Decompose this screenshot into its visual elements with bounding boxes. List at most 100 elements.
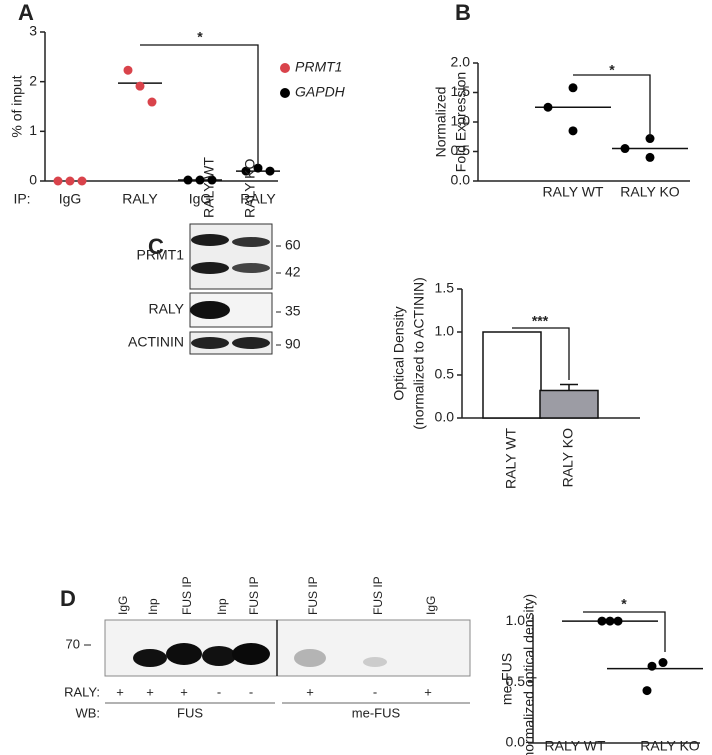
significance-bracket: [512, 327, 570, 380]
legend-label: PRMT1: [295, 59, 342, 75]
band: [191, 234, 229, 246]
data-point: [658, 658, 668, 668]
data-point: [207, 175, 217, 185]
data-point: [645, 134, 655, 144]
y-axis-label: Fold Expression: [453, 72, 469, 172]
y-tick-label: 0.5: [506, 673, 526, 689]
lane-label: Inp: [215, 598, 229, 615]
mw-marker: 90: [285, 336, 301, 352]
legend-marker: [280, 63, 290, 73]
data-point: [568, 126, 578, 136]
bar: [482, 331, 542, 419]
row-label: PRMT1: [137, 247, 185, 263]
y-axis-label: % of input: [9, 75, 25, 137]
data-point: [183, 175, 193, 185]
lane-label: FUS IP: [306, 576, 320, 615]
data-point: [195, 175, 205, 185]
raly-sign: -: [249, 684, 253, 699]
data-point: [135, 81, 145, 91]
x-prefix: IP:: [13, 191, 30, 207]
blot-frame: [104, 619, 471, 677]
x-tick-label: RALY: [122, 191, 158, 207]
mw-marker: 60: [285, 237, 301, 253]
legend-marker: [280, 88, 290, 98]
data-point: [647, 661, 657, 671]
data-point: [620, 144, 630, 154]
row-label: ACTININ: [128, 334, 184, 350]
band: [232, 337, 270, 349]
wb-antibody: FUS: [177, 705, 203, 720]
y-axis-label: (normalized optical density): [521, 594, 537, 755]
panel-label: C: [148, 234, 164, 259]
band: [190, 301, 230, 319]
x-tick-label: RALY WT: [503, 428, 519, 489]
panel-label: D: [60, 586, 76, 611]
y-tick-label: 1.0: [435, 323, 455, 339]
panel-label: A: [18, 0, 34, 25]
lane-label: IgG: [424, 596, 438, 615]
data-point: [241, 166, 251, 176]
data-point: [253, 163, 263, 173]
band: [232, 237, 270, 247]
raly-sign: -: [217, 684, 221, 699]
y-tick-label: 1.5: [435, 280, 455, 296]
y-axis-label: me-FUS: [499, 653, 515, 705]
lane-label: IgG: [116, 596, 130, 615]
y-tick-label: 1.5: [451, 83, 471, 99]
significance-label: *: [197, 29, 203, 45]
band: [166, 643, 202, 665]
significance-label: ***: [532, 313, 549, 329]
data-point: [605, 616, 615, 626]
y-tick-label: 2.0: [451, 54, 471, 70]
y-tick-label: 0: [29, 172, 37, 188]
band: [191, 262, 229, 274]
data-point: [613, 616, 623, 626]
data-point: [77, 176, 87, 186]
y-tick-label: 0.5: [435, 366, 455, 382]
band: [202, 646, 236, 666]
y-tick-label: 0.5: [451, 142, 471, 158]
significance-bracket: [573, 74, 651, 138]
lane-label: Inp: [146, 598, 160, 615]
band: [191, 337, 229, 349]
row-label: RALY: [148, 301, 184, 317]
mw-marker: 42: [285, 264, 301, 280]
y-axis-label: (normalized to ACTININ): [411, 277, 427, 429]
band: [133, 649, 167, 667]
x-tick-label: RALY WT: [543, 184, 604, 200]
mw-marker: 70: [66, 636, 80, 651]
y-tick-label: 1.0: [506, 612, 526, 628]
raly-label: RALY:: [64, 684, 100, 699]
data-point: [568, 83, 578, 93]
lane-label: FUS IP: [247, 576, 261, 615]
x-tick-label: RALY KO: [640, 738, 700, 754]
wb-label: WB:: [75, 705, 100, 720]
significance-bracket: [140, 44, 259, 165]
data-point: [597, 616, 607, 626]
data-point: [642, 686, 652, 696]
y-tick-label: 3: [29, 23, 37, 39]
blot-frame: [189, 223, 273, 290]
significance-label: *: [621, 596, 627, 612]
y-axis-label: Optical Density: [391, 306, 407, 400]
raly-sign: +: [424, 684, 432, 699]
band: [232, 263, 270, 273]
y-tick-label: 1: [29, 122, 37, 138]
bar: [539, 389, 599, 419]
data-point: [147, 97, 157, 107]
raly-sign: +: [116, 684, 124, 699]
raly-sign: +: [180, 684, 188, 699]
band: [294, 649, 326, 667]
legend-label: GAPDH: [295, 84, 346, 100]
x-tick-label: IgG: [189, 191, 212, 207]
blot-c: [189, 223, 273, 355]
significance-label: *: [609, 62, 615, 78]
panel-label: B: [455, 0, 471, 25]
y-tick-label: 0.0: [506, 734, 526, 750]
data-point: [53, 176, 63, 186]
band: [363, 657, 387, 667]
x-tick-label: IgG: [59, 191, 82, 207]
significance-bracket: [583, 611, 666, 652]
x-tick-label: RALY WT: [545, 738, 606, 754]
